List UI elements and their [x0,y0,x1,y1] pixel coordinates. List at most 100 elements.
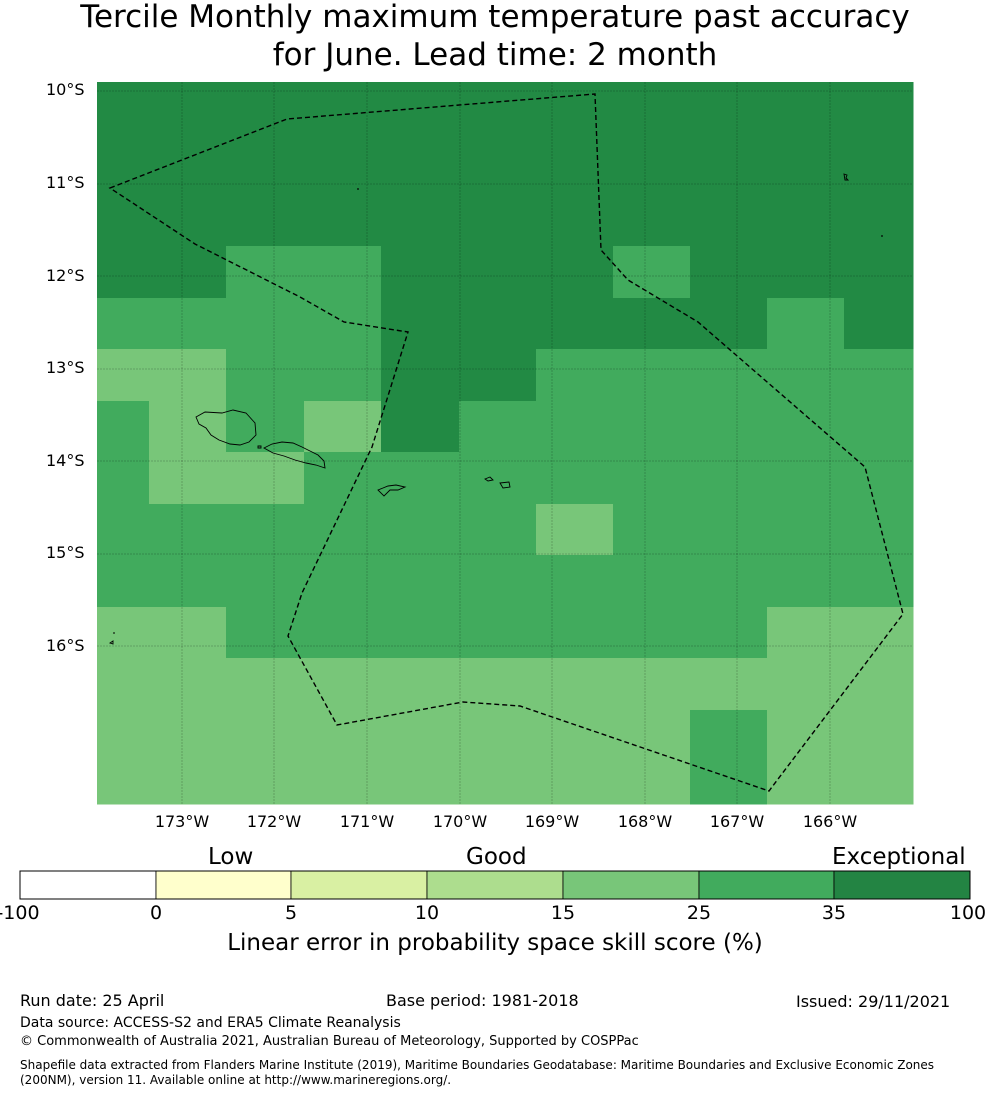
skill-cell [536,194,614,247]
skill-cell [304,194,382,247]
skill-cell [459,298,537,350]
data-source: Data source: ACCESS-S2 and ERA5 Climate … [20,1015,401,1031]
skill-cell [149,246,227,299]
skill-cell [226,298,305,350]
skill-cell [767,401,845,453]
skill-cell [690,82,768,144]
colorbar-category-low: Low [208,844,254,870]
skill-cell [149,452,227,505]
skill-cell [97,194,150,247]
skill-cell [844,82,914,144]
skill-cell [536,452,614,505]
skill-cell [536,555,614,608]
skill-cell [226,82,305,144]
skill-cell [381,607,460,659]
skill-cell [226,401,305,453]
skill-cell [304,246,382,299]
skill-cell [97,452,150,505]
lon-label-168w: 168°W [617,812,673,831]
skill-cell [690,246,768,299]
lon-label-172w: 172°W [246,812,302,831]
wallis-islets [108,632,115,645]
skill-cell [690,504,768,556]
skill-cell [613,761,691,805]
skill-cell [226,555,305,608]
upolu-island [263,441,326,469]
skill-cell [536,82,614,144]
skill-cell [97,298,150,350]
colorbar-tick: 100 [949,902,987,924]
lon-label-166w: 166°W [802,812,858,831]
colorbar [19,870,971,900]
skill-cell [149,607,227,659]
colorbar-frame [19,870,971,900]
skill-cell [97,504,150,556]
skill-cell [459,143,537,195]
lat-label-14s: 14°S [46,451,85,470]
skill-cell [690,710,768,762]
skill-cell [381,349,460,402]
skill-cell [381,504,460,556]
skill-cell [844,607,914,659]
issued-date: Issued: 29/11/2021 [796,992,951,1011]
islet-2 [881,235,883,237]
skill-cell [536,658,614,711]
colorbar-tick: 25 [686,902,712,924]
lat-label-13s: 13°S [46,358,85,377]
skill-cell [149,658,227,711]
colorbar-segment [562,870,700,900]
skill-cell [844,452,914,505]
skill-cell [97,607,150,659]
lat-label-15s: 15°S [46,543,85,562]
skill-cell [536,607,614,659]
skill-cell [690,452,768,505]
skill-cell [459,82,537,144]
skill-cell [226,349,305,402]
skill-cell [381,761,460,805]
skill-cell [767,607,845,659]
skill-cell [149,143,227,195]
skill-cell [97,143,150,195]
run-date: Run date: 25 April [20,991,165,1010]
skill-cell [844,143,914,195]
skill-cell [149,401,227,453]
skill-cell [844,298,914,350]
skill-cell [844,710,914,762]
colorbar-tick: 5 [284,902,298,924]
skill-cell [304,761,382,805]
skill-cell [459,194,537,247]
skill-cell [536,504,614,556]
colorbar-tick: 15 [550,902,576,924]
skill-cell [613,143,691,195]
skill-cell [536,710,614,762]
skill-cell [226,452,305,505]
skill-cell [613,710,691,762]
skill-cell [226,761,305,805]
savaii-island [195,409,257,446]
skill-cell [304,555,382,608]
skill-cell [381,710,460,762]
colorbar-segment [833,870,971,900]
skill-cell [304,607,382,659]
skill-cell [381,82,460,144]
skill-cell [690,555,768,608]
skill-cell [304,401,382,453]
skill-cell [226,194,305,247]
chart-title-line1: Tercile Monthly maximum temperature past… [80,0,910,35]
skill-cell [844,658,914,711]
skill-cell [97,82,150,144]
skill-cell [381,401,460,453]
skill-cell [536,349,614,402]
skill-cell [536,143,614,195]
skill-cell [149,504,227,556]
skill-cell [149,761,227,805]
skill-cell [690,607,768,659]
skill-cell [613,607,691,659]
manono-island [257,445,262,449]
skill-cell [149,555,227,608]
skill-cell [767,710,845,762]
skill-cell [767,246,845,299]
skill-cell [459,555,537,608]
skill-cell [613,246,691,299]
